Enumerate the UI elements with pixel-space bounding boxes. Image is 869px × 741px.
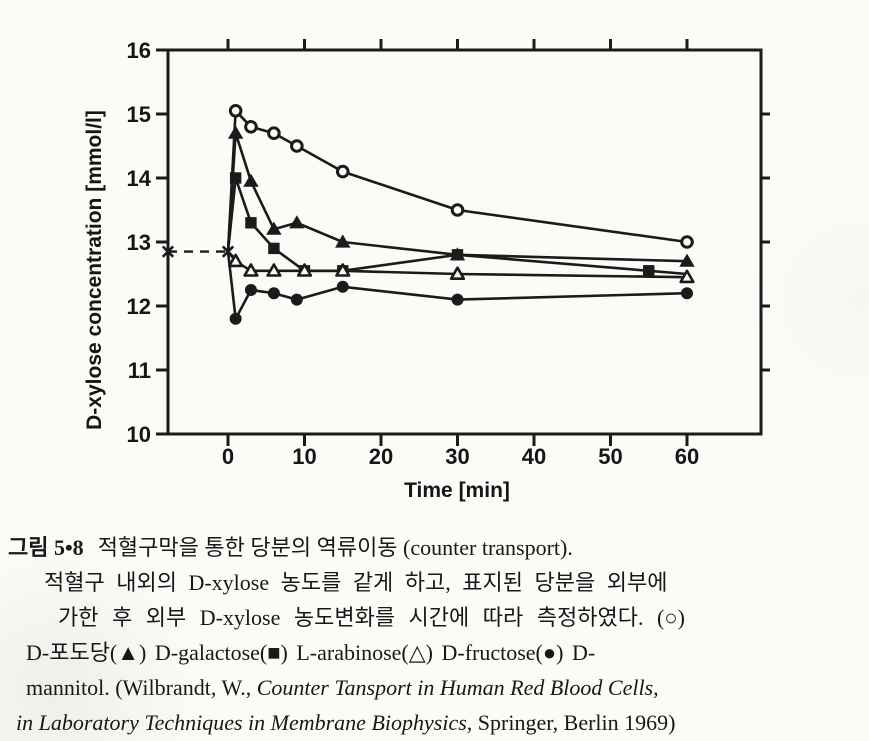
x-axis-title: Time [min]: [404, 479, 510, 502]
caption-book-title-part2: in Laboratory Techniques in Membrane Bio…: [16, 710, 473, 735]
svg-text:13: 13: [127, 230, 151, 255]
svg-text:16: 16: [127, 38, 151, 63]
svg-text:40: 40: [522, 444, 546, 469]
figure-caption: 그림 5•8 적혈구막을 통한 당분의 역류이동 (counter transpo…: [0, 524, 869, 740]
series-filled-triangle: [226, 131, 689, 263]
svg-text:10: 10: [292, 444, 316, 469]
svg-text:20: 20: [369, 444, 393, 469]
svg-text:50: 50: [598, 444, 622, 469]
svg-text:30: 30: [445, 444, 469, 469]
svg-text:12: 12: [127, 294, 151, 319]
svg-text:10: 10: [127, 422, 151, 447]
caption-line-5: mannitol. (Wilbrandt, W., Counter Tanspo…: [26, 670, 861, 705]
svg-text:0: 0: [222, 444, 234, 469]
y-axis-title: D-xylose concentration [mmol/l]: [83, 110, 106, 430]
figure-number: 그림 5•8: [8, 535, 84, 560]
svg-text:11: 11: [128, 358, 151, 383]
caption-line-3: 가한 후 외부 D-xylose 농도변화를 시간에 따라 측정하였다. (○): [58, 605, 685, 630]
plot-area: 10 11 12 13 14 15 16 0 10 20 30 40 50 60: [127, 38, 770, 469]
caption-book-title-part1: Counter Tansport in Human Red Blood Cell…: [256, 675, 659, 700]
svg-text:14: 14: [127, 166, 152, 191]
markers-filled-circle: [229, 280, 693, 325]
series-open-circle: [226, 109, 689, 253]
series-filled-circle: [226, 250, 689, 321]
caption-citation-start: mannitol. (Wilbrandt, W.,: [26, 675, 257, 700]
caption-citation-end: Springer, Berlin 1969): [472, 710, 676, 735]
counter-transport-chart: D-xylose concentration [mmol/l] Time [mi…: [83, 38, 770, 502]
svg-text:60: 60: [675, 444, 699, 469]
caption-line-2: 적혈구 내외의 D-xylose 농도를 같게 하고, 표지된 당분을 외부에: [44, 570, 668, 595]
svg-text:15: 15: [127, 102, 151, 127]
markers-open-circle: [228, 104, 694, 249]
caption-line-6: in Laboratory Techniques in Membrane Bio…: [16, 705, 861, 740]
caption-line-4: D-포도당(▲) D-galactose(■) L-arabinose(△) D…: [26, 640, 596, 665]
figure-title: 적혈구막을 통한 당분의 역류이동 (counter transport).: [97, 535, 573, 560]
caption-line-1: 그림 5•8 적혈구막을 통한 당분의 역류이동 (counter transpo…: [8, 530, 861, 565]
markers-open-triangle: [228, 253, 695, 284]
